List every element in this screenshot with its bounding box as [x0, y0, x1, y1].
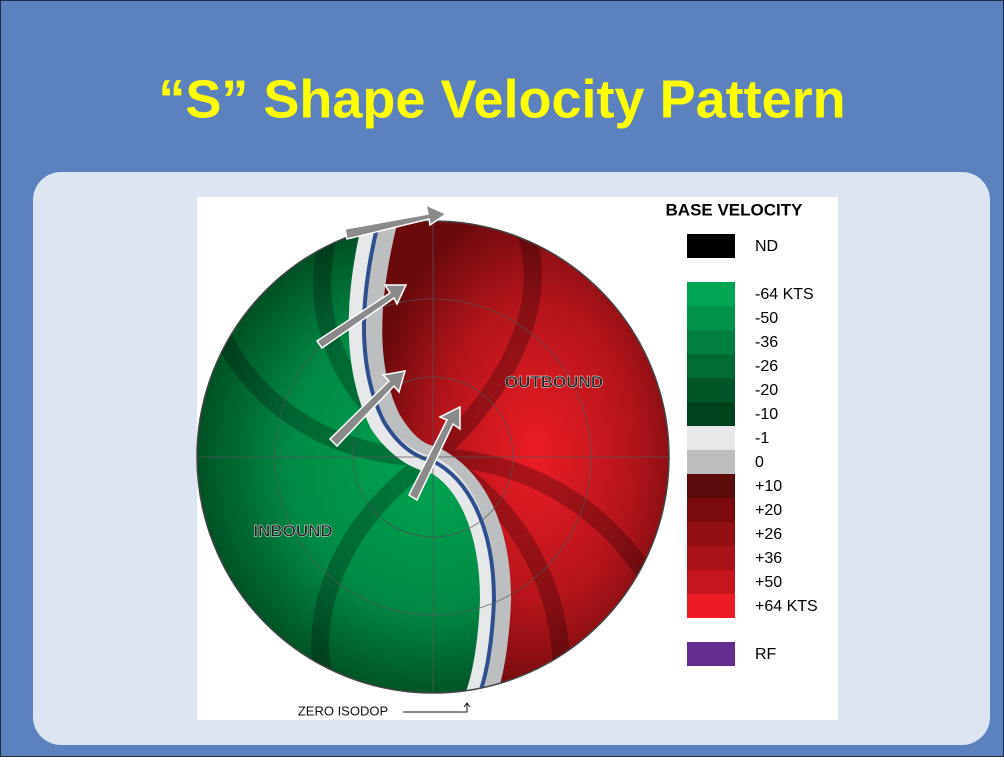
legend-swatch [687, 258, 735, 282]
legend-swatch [687, 594, 735, 618]
legend-swatch [687, 642, 735, 666]
legend-swatch [687, 450, 735, 474]
legend-label: -36 [755, 334, 778, 351]
legend-label: -64 KTS [755, 286, 814, 303]
legend-label: +36 [755, 550, 782, 567]
legend-swatch [687, 498, 735, 522]
slide-title: “S” Shape Velocity Pattern [158, 69, 845, 129]
legend-swatch [687, 474, 735, 498]
legend-label: +50 [755, 574, 782, 591]
zero-isodop-label: ZERO ISODOP [298, 703, 388, 718]
legend-swatch [687, 354, 735, 378]
legend-label: -1 [755, 430, 769, 447]
legend-label: -26 [755, 358, 778, 375]
legend-swatch [687, 570, 735, 594]
legend-swatch [687, 522, 735, 546]
legend-swatch [687, 306, 735, 330]
legend-title: BASE VELOCITY [666, 200, 804, 219]
legend-swatch [687, 330, 735, 354]
legend-swatch [687, 546, 735, 570]
legend-label: RF [755, 646, 777, 663]
legend-label: 0 [755, 454, 764, 471]
legend-label: -50 [755, 310, 778, 327]
legend-swatch [687, 378, 735, 402]
legend-label: +20 [755, 502, 782, 519]
legend-label: -20 [755, 382, 778, 399]
legend-label: +26 [755, 526, 782, 543]
legend-label: +64 KTS [755, 598, 818, 615]
legend-swatch [687, 426, 735, 450]
legend-label: ND [755, 238, 778, 255]
legend-swatch [687, 402, 735, 426]
legend-swatch [687, 618, 735, 642]
legend-label: -10 [755, 406, 778, 423]
legend-swatch [687, 282, 735, 306]
legend-label: +10 [755, 478, 782, 495]
inbound-label: INBOUND [253, 521, 332, 540]
page: “S” Shape Velocity Pattern OUTBOUND INBO… [0, 0, 1004, 762]
outbound-label: OUTBOUND [505, 372, 603, 391]
slide: “S” Shape Velocity Pattern OUTBOUND INBO… [0, 0, 1004, 757]
legend-swatch [687, 234, 735, 258]
